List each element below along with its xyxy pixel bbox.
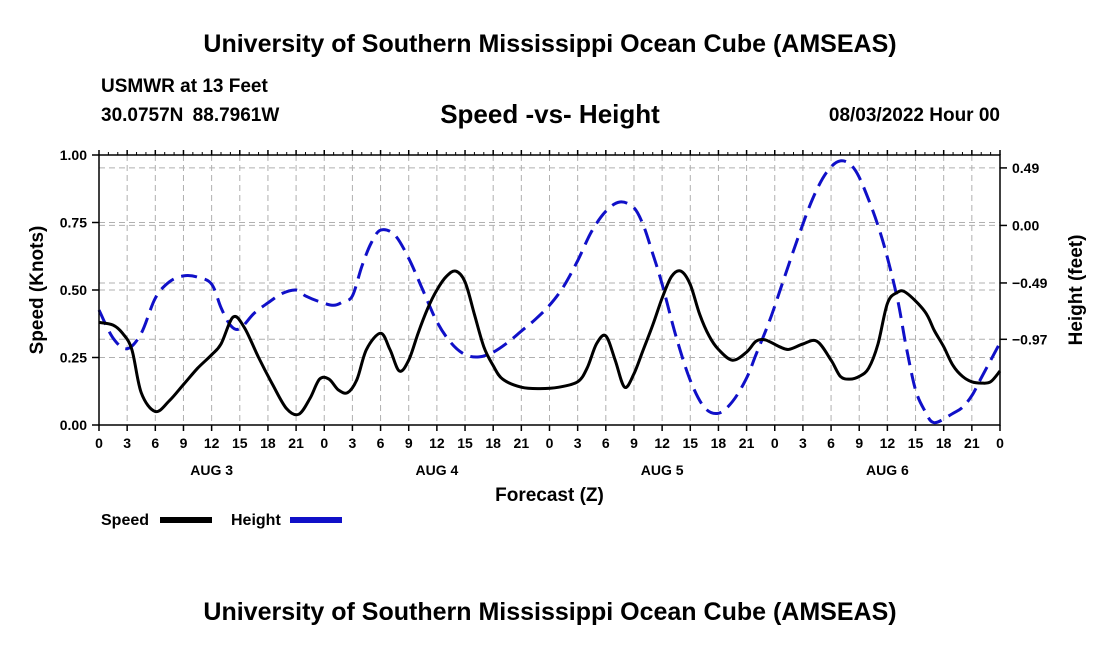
x-day-label: AUG 4 — [415, 462, 458, 478]
y-left-tick-label: 0.25 — [60, 350, 87, 366]
x-tick-label: 15 — [232, 435, 248, 451]
y-right-tick-label: 0.49 — [1012, 160, 1039, 176]
y-left-tick-label: 1.00 — [60, 147, 87, 163]
x-tick-label: 6 — [827, 435, 835, 451]
x-tick-label: 18 — [260, 435, 276, 451]
x-tick-label: 12 — [204, 435, 220, 451]
axis-ticks — [92, 150, 1007, 431]
x-tick-label: 15 — [682, 435, 698, 451]
x-tick-label: 21 — [739, 435, 755, 451]
x-tick-label: 12 — [880, 435, 896, 451]
y-axis-right-title: Height (feet) — [1066, 235, 1087, 346]
x-tick-label: 6 — [602, 435, 610, 451]
grid — [99, 155, 1000, 425]
footer-title: University of Southern Mississippi Ocean… — [203, 598, 897, 626]
main-title: University of Southern Mississippi Ocean… — [203, 30, 897, 58]
y-right-tick-label: 0.00 — [1012, 217, 1039, 233]
chart-subtitle: Speed -vs- Height — [440, 99, 660, 129]
legend-height-label: Height — [231, 512, 281, 529]
x-tick-label: 6 — [377, 435, 385, 451]
x-tick-label: 12 — [654, 435, 670, 451]
x-tick-label: 3 — [574, 435, 582, 451]
x-day-label: AUG 5 — [641, 462, 684, 478]
x-tick-label: 9 — [405, 435, 413, 451]
legend: Speed Height — [101, 512, 342, 529]
x-day-label: AUG 3 — [190, 462, 233, 478]
y-axis-left-title: Speed (Knots) — [27, 226, 48, 355]
x-tick-label: 0 — [771, 435, 779, 451]
x-tick-label: 21 — [964, 435, 980, 451]
station-coordinates: 30.0757N 88.7961W — [101, 105, 280, 126]
series-line-height — [97, 159, 1002, 425]
x-tick-label: 0 — [320, 435, 328, 451]
y-right-tick-label: −0.97 — [1012, 331, 1048, 347]
station-label: USMWR at 13 Feet — [101, 76, 268, 97]
series-line-speed — [98, 269, 1002, 417]
x-tick-label: 12 — [429, 435, 445, 451]
y-left-tick-label: 0.50 — [60, 282, 87, 298]
y-left-tick-label: 0.75 — [60, 215, 87, 231]
series-layer — [97, 159, 1002, 425]
x-tick-label: 3 — [799, 435, 807, 451]
x-tick-label: 9 — [630, 435, 638, 451]
x-tick-label: 0 — [95, 435, 103, 451]
x-tick-label: 18 — [936, 435, 952, 451]
x-axis-title: Forecast (Z) — [495, 485, 604, 506]
x-tick-label: 3 — [349, 435, 357, 451]
x-day-label: AUG 6 — [866, 462, 909, 478]
x-tick-label: 0 — [996, 435, 1004, 451]
x-tick-label: 3 — [123, 435, 131, 451]
forecast-datestamp: 08/03/2022 Hour 00 — [828, 105, 1000, 126]
y-left-tick-label: 0.00 — [60, 417, 87, 433]
x-tick-label: 15 — [908, 435, 924, 451]
legend-speed-label: Speed — [101, 512, 149, 529]
x-tick-label: 0 — [546, 435, 554, 451]
x-tick-label: 9 — [180, 435, 188, 451]
y-right-tick-label: −0.49 — [1012, 275, 1048, 291]
x-tick-label: 21 — [514, 435, 530, 451]
x-tick-label: 18 — [485, 435, 501, 451]
x-tick-label: 21 — [288, 435, 304, 451]
x-tick-label: 9 — [855, 435, 863, 451]
x-tick-label: 18 — [711, 435, 727, 451]
x-tick-label: 6 — [151, 435, 159, 451]
x-tick-label: 15 — [457, 435, 473, 451]
axis-labels: 0 3 6 9 12 15 18 21 0 3 6 9 12 15 18 21 0 3 6 9 12 15 18 21 0 3 6 9… — [60, 147, 1048, 478]
